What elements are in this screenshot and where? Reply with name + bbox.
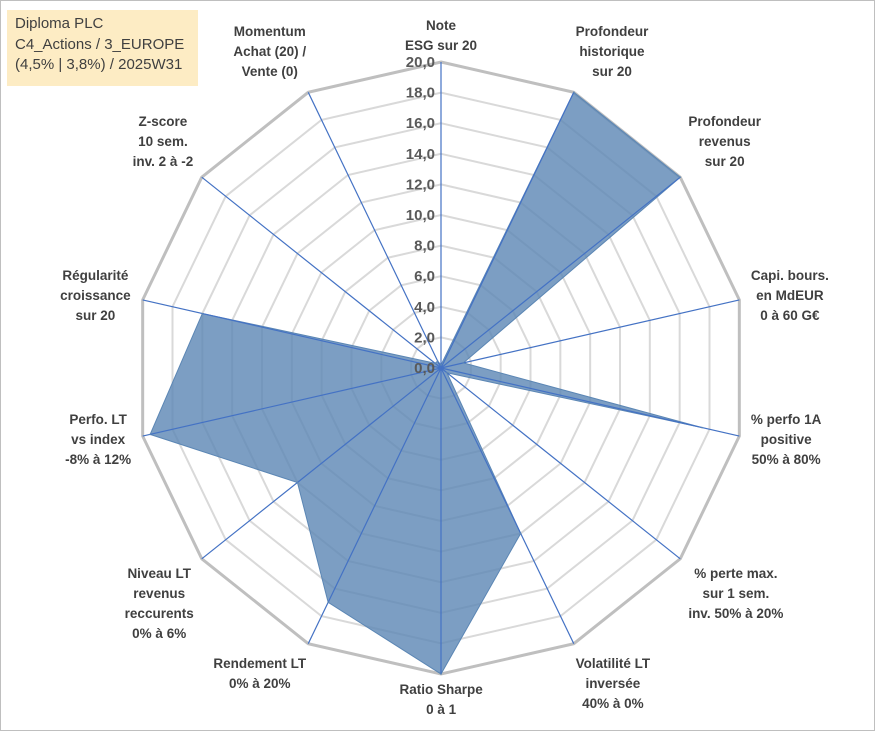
axis-label-line: sur 20 [592,64,632,80]
axis-spoke [440,367,740,437]
tick-label: 2,0 [414,329,435,346]
data-point [519,532,522,535]
axis-spoke [142,367,442,437]
axis-label-line: 0 à 1 [426,702,457,717]
axis-label-line: Perfo. LT [69,412,127,428]
tick-label: 16,0 [406,115,435,132]
info-line-period: (4,5% | 3,8%) / 2025W31 [15,56,183,73]
data-point [327,601,329,604]
data-point [440,364,442,366]
axis-label: Profondeur revenus sur 20 [688,112,761,172]
axis-label: Régularité croissance sur 20 [60,266,131,326]
info-line-category: C4_Actions / 3_EUROPE [15,35,185,53]
axis-label-line: Achat (20) / [233,44,307,60]
axis-label-line: Ratio Sharpe [399,682,483,697]
axis-label: Perfo. LT vs index -8% à 12% [65,410,131,470]
axis-spoke [440,367,681,560]
axis-spoke [440,299,740,369]
tick-label: 20,0 [406,54,435,71]
axis-label-line: % perte max. [694,566,778,581]
axis-label-line: Momentum [233,24,306,40]
axis-label-line: croissance [60,287,131,303]
tick-label: 14,0 [406,146,435,163]
axis-label-line: Niveau LT [127,566,191,581]
data-point [434,362,436,365]
tick-label: 8,0 [414,238,435,255]
data-point [446,371,448,374]
axis-label-line: Volatilité LT [575,655,651,671]
axis-label-line: Capi. bours. [750,267,829,283]
axis-label-line: vs index [71,432,126,448]
axis-label-line: 0% à 6% [132,626,187,641]
axis-spoke [201,176,442,369]
axis-spoke [440,176,681,369]
axis-label: Z-score 10 sem. inv. 2 à -2 [133,112,194,172]
axis-label-line: inversée [585,675,641,691]
axis-label-line: 0 à 60 G€ [760,307,820,323]
axis-label: Niveau LT revenus reccurents 0% à 6% [125,564,194,644]
axis-spoke [142,299,442,369]
axis-label: % perfo 1A positive 50% à 80% [751,410,822,470]
axis-label: Ratio Sharpe 0 à 1 [400,680,483,720]
axis-label: % perte max. sur 1 sem. inv. 50% à 20% [688,564,783,624]
axis-label: Volatilité LT inversée 40% à 0% [576,654,651,714]
axis-label-line: Vente (0) [241,64,298,80]
info-line-company: Diploma PLC [15,15,104,32]
axis-spoke [307,367,442,644]
axis-label-line: 40% à 0% [582,695,644,711]
axis-label-line: positive [760,432,812,448]
axis-label-line: Note [426,18,457,33]
axis-label-line: -8% à 12% [65,452,132,468]
axis-label-line: sur 20 [75,307,116,323]
axis-label-line: revenus [133,586,186,601]
tick-label: 12,0 [406,176,435,193]
axis-label-line: sur 1 sem. [702,586,770,601]
axis-label-line: sur 20 [704,153,745,169]
axis-label: Capi. bours. en MdEUR 0 à 60 G€ [751,266,829,326]
axis-label-line: Profondeur [575,24,649,40]
axis-label-line: 0% à 20% [229,675,291,691]
axis-spoke [440,367,575,644]
tick-label: 6,0 [414,268,435,285]
info-box: Diploma PLC C4_Actions / 3_EUROPE (4,5% … [7,10,198,86]
data-point [701,426,703,429]
data-point [462,362,465,364]
data-point [201,312,204,315]
axis-label-line: ESG sur 20 [405,38,478,53]
axis-label-line: revenus [698,133,751,149]
axis-label-line: 50% à 80% [751,452,821,468]
axis-label: Profondeur historique sur 20 [576,22,649,82]
tick-label: 0,0 [414,360,435,377]
axis-label-line: Rendement LT [213,655,307,671]
axis-label-line: reccurents [124,606,194,621]
data-point [440,673,442,675]
axis-label-line: inv. 50% à 20% [688,606,784,621]
tick-label: 4,0 [414,299,435,316]
axis-spoke [201,367,442,560]
axis-label: Rendement LT 0% à 20% [213,654,306,694]
axis-label-line: en MdEUR [756,287,824,303]
data-point [572,91,575,94]
axis-label-line: historique [579,44,645,60]
data-point [679,176,682,179]
axis-label: Note ESG sur 20 [405,16,477,56]
tick-label: 18,0 [406,85,435,102]
data-point [436,360,439,362]
axis-spoke [440,92,575,369]
axis-label-line: inv. 2 à -2 [132,153,194,169]
axis-label-line: Z-score [138,113,188,129]
data-point [296,481,299,484]
axis-label-line: Profondeur [688,113,762,129]
axis-label-line: % perfo 1A [750,412,822,428]
axis-label: Momentum Achat (20) / Vente (0) [233,22,306,82]
axis-label-line: 10 sem. [138,133,188,149]
tick-label: 10,0 [406,207,435,224]
axis-spoke [307,92,442,369]
data-point [149,433,151,436]
axis-label-line: Régularité [62,267,129,283]
